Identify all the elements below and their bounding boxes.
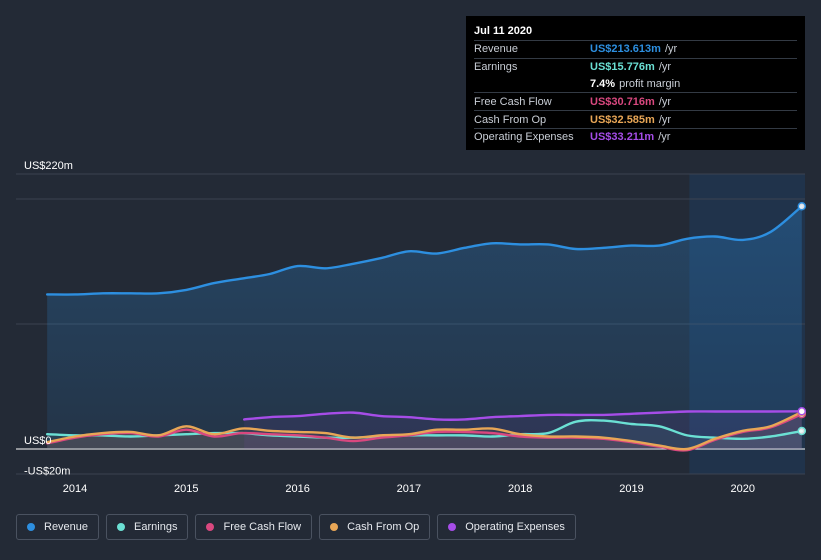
tooltip-row-cfo: Cash From Op US$32.585m /yr bbox=[474, 110, 797, 128]
tooltip-unit: /yr bbox=[658, 113, 672, 126]
tooltip-value: US$15.776m bbox=[590, 61, 655, 74]
legend-label: Cash From Op bbox=[347, 521, 420, 533]
series-line-cash-from-op bbox=[45, 410, 803, 451]
series-area-free-cash-flow bbox=[47, 414, 802, 451]
tooltip-row-fcf: Free Cash Flow US$30.716m /yr bbox=[474, 92, 797, 110]
tooltip-label: Cash From Op bbox=[474, 113, 547, 126]
tooltip-label: Operating Expenses bbox=[474, 131, 574, 144]
tooltip-margin-text: profit margin bbox=[619, 77, 681, 90]
tooltip-value: US$32.585m bbox=[590, 113, 655, 126]
series-end-marker-earnings bbox=[797, 426, 807, 436]
x-tick-label: 2016 bbox=[285, 483, 309, 495]
legend-item-free-cash-flow[interactable]: Free Cash Flow bbox=[195, 514, 313, 540]
x-tick-label: 2020 bbox=[731, 483, 755, 495]
legend-item-operating-expenses[interactable]: Operating Expenses bbox=[437, 514, 576, 540]
legend: Revenue Earnings Free Cash Flow Cash Fro… bbox=[16, 514, 576, 542]
legend-label: Revenue bbox=[44, 521, 89, 533]
legend-item-earnings[interactable]: Earnings bbox=[106, 514, 189, 540]
tooltip-margin-value: 7.4% bbox=[590, 77, 616, 90]
tooltip-unit: /yr bbox=[658, 95, 672, 108]
x-tick-label: 2018 bbox=[508, 483, 532, 495]
tooltip-value: US$30.716m bbox=[590, 95, 655, 108]
tooltip-value: US$213.613m bbox=[590, 43, 661, 56]
tooltip-label: Revenue bbox=[474, 43, 519, 56]
series-line-operating-expenses bbox=[242, 410, 803, 421]
tooltip-label: Free Cash Flow bbox=[474, 95, 552, 108]
legend-item-revenue[interactable]: Revenue bbox=[16, 514, 100, 540]
series-area-operating-expenses bbox=[244, 411, 802, 449]
tooltip-unit: /yr bbox=[658, 131, 671, 144]
tooltip-date: Jul 11 2020 bbox=[474, 25, 533, 37]
series-line-earnings bbox=[45, 419, 803, 441]
x-tick-label: 2019 bbox=[619, 483, 643, 495]
tooltip-row-revenue: Revenue US$213.613m /yr bbox=[474, 40, 797, 58]
legend-dot-icon bbox=[448, 523, 457, 531]
series-area-earnings bbox=[47, 420, 802, 449]
legend-item-cash-from-op[interactable]: Cash From Op bbox=[319, 514, 431, 540]
tooltip-value: US$33.211m bbox=[590, 131, 655, 144]
legend-dot-icon bbox=[27, 523, 35, 531]
y-tick-label: US$0 bbox=[24, 435, 52, 447]
tooltip-label: Earnings bbox=[474, 61, 518, 74]
x-tick-label: 2017 bbox=[397, 483, 421, 495]
x-tick-label: 2014 bbox=[63, 483, 87, 495]
legend-dot-icon bbox=[117, 523, 126, 531]
series-area-revenue bbox=[47, 206, 802, 449]
tooltip-unit: /yr bbox=[658, 61, 672, 74]
legend-dot-icon bbox=[206, 523, 215, 531]
x-tick-label: 2015 bbox=[174, 483, 198, 495]
series-end-marker-revenue bbox=[797, 202, 807, 211]
legend-label: Free Cash Flow bbox=[223, 521, 302, 533]
tooltip: Jul 11 2020 Revenue US$213.613m /yr Earn… bbox=[466, 16, 805, 150]
tooltip-unit: /yr bbox=[664, 43, 678, 56]
y-tick-label: US$220m bbox=[24, 160, 73, 172]
tooltip-row-opex: Operating Expenses US$33.211m /yr bbox=[474, 127, 797, 146]
series-end-marker-operating-expenses bbox=[797, 407, 807, 416]
tooltip-row-earnings: Earnings US$15.776m /yr bbox=[474, 57, 797, 76]
legend-label: Operating Expenses bbox=[465, 521, 565, 533]
legend-label: Earnings bbox=[134, 521, 178, 533]
y-tick-label: -US$20m bbox=[24, 466, 70, 478]
series-line-revenue bbox=[45, 205, 803, 296]
tooltip-row-margin: 7.4% profit margin bbox=[474, 76, 797, 93]
legend-dot-icon bbox=[330, 523, 339, 531]
